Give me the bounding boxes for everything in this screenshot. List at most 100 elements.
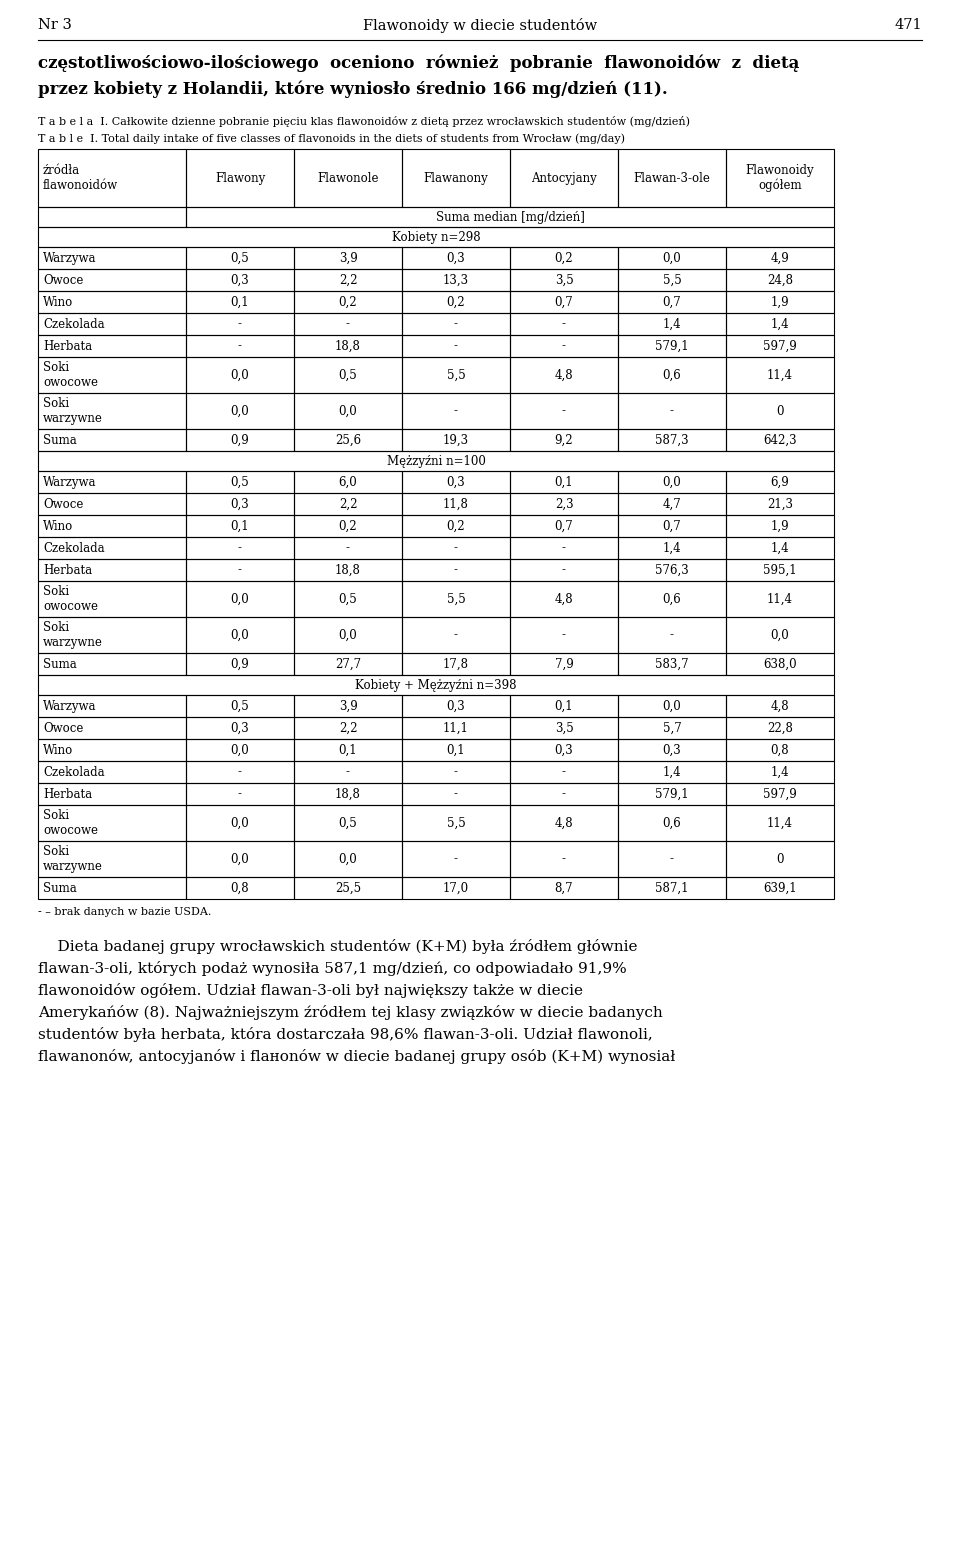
Text: Suma: Suma (43, 658, 77, 670)
Text: 3,9: 3,9 (339, 700, 357, 712)
Text: 3,9: 3,9 (339, 251, 357, 265)
Text: 0: 0 (777, 853, 783, 865)
Text: 0,1: 0,1 (555, 475, 573, 488)
Text: -: - (670, 404, 674, 418)
Text: -: - (454, 628, 458, 641)
Text: Flawony: Flawony (215, 171, 265, 184)
Text: 0,3: 0,3 (446, 475, 466, 488)
Text: flawan-3-oli, których podaż wynosiła 587,1 mg/dzień, co odpowiadało 91,9%: flawan-3-oli, których podaż wynosiła 587… (38, 960, 627, 976)
Text: źródła
flawonoidów: źródła flawonoidów (43, 164, 118, 192)
Text: 0,0: 0,0 (339, 628, 357, 641)
Text: -: - (562, 340, 566, 352)
Text: 0,3: 0,3 (446, 700, 466, 712)
Text: 0,0: 0,0 (230, 817, 250, 829)
Text: 0,9: 0,9 (230, 658, 250, 670)
Text: 0,3: 0,3 (230, 497, 250, 510)
Text: -: - (562, 765, 566, 778)
Text: 595,1: 595,1 (763, 563, 797, 577)
Text: 1,4: 1,4 (771, 318, 789, 331)
Text: -: - (238, 787, 242, 800)
Text: 0,2: 0,2 (555, 251, 573, 265)
Text: 471: 471 (895, 19, 922, 33)
Text: -: - (238, 563, 242, 577)
Text: 576,3: 576,3 (655, 563, 689, 577)
Text: 0,0: 0,0 (230, 592, 250, 605)
Text: -: - (454, 340, 458, 352)
Text: -: - (454, 404, 458, 418)
Text: flawanonów, antocyjanów i flaнonów w diecie badanej grupy osób (K+M) wynosiał: flawanonów, antocyjanów i flaнonów w die… (38, 1049, 675, 1063)
Text: 24,8: 24,8 (767, 273, 793, 287)
Text: 5,7: 5,7 (662, 722, 682, 734)
Text: Flawan-3-ole: Flawan-3-ole (634, 171, 710, 184)
Text: 0,7: 0,7 (662, 519, 682, 533)
Text: Mężzyźni n=100: Mężzyźni n=100 (387, 455, 486, 468)
Text: 0,2: 0,2 (339, 296, 357, 309)
Text: 579,1: 579,1 (655, 340, 689, 352)
Text: 1,9: 1,9 (771, 519, 789, 533)
Text: -: - (562, 404, 566, 418)
Text: Soki
warzywne: Soki warzywne (43, 620, 103, 649)
Text: 0,2: 0,2 (446, 296, 466, 309)
Text: 9,2: 9,2 (555, 433, 573, 446)
Text: -: - (238, 541, 242, 555)
Text: 642,3: 642,3 (763, 433, 797, 446)
Text: Czekolada: Czekolada (43, 541, 105, 555)
Text: Suma: Suma (43, 881, 77, 895)
Text: 0,6: 0,6 (662, 368, 682, 382)
Text: -: - (562, 563, 566, 577)
Text: Suma: Suma (43, 433, 77, 446)
Text: 0,0: 0,0 (662, 251, 682, 265)
Text: -: - (562, 853, 566, 865)
Text: 19,3: 19,3 (443, 433, 469, 446)
Text: -: - (670, 853, 674, 865)
Text: 21,3: 21,3 (767, 497, 793, 510)
Text: Herbata: Herbata (43, 340, 92, 352)
Text: Flawonoidy w diecie studentów: Flawonoidy w diecie studentów (363, 19, 597, 33)
Text: 18,8: 18,8 (335, 563, 361, 577)
Text: 7,9: 7,9 (555, 658, 573, 670)
Text: 0,1: 0,1 (555, 700, 573, 712)
Text: przez kobiety z Holandii, które wyniosło średnio 166 mg/dzień (11).: przez kobiety z Holandii, które wyniosło… (38, 80, 668, 98)
Text: 0,9: 0,9 (230, 433, 250, 446)
Text: -: - (454, 563, 458, 577)
Text: 0,0: 0,0 (230, 404, 250, 418)
Text: Warzywa: Warzywa (43, 475, 97, 488)
Text: 4,8: 4,8 (555, 368, 573, 382)
Text: 27,7: 27,7 (335, 658, 361, 670)
Text: 587,3: 587,3 (655, 433, 689, 446)
Text: 0,8: 0,8 (771, 744, 789, 756)
Text: Nr 3: Nr 3 (38, 19, 72, 33)
Text: Flawanony: Flawanony (423, 171, 489, 184)
Text: 0,0: 0,0 (230, 628, 250, 641)
Text: 25,5: 25,5 (335, 881, 361, 895)
Text: -: - (562, 787, 566, 800)
Text: 583,7: 583,7 (655, 658, 689, 670)
Text: 11,1: 11,1 (444, 722, 468, 734)
Text: Amerykańów (8). Najważniejszym źródłem tej klasy związków w diecie badanych: Amerykańów (8). Najważniejszym źródłem t… (38, 1006, 662, 1020)
Text: -: - (454, 787, 458, 800)
Text: 4,9: 4,9 (771, 251, 789, 265)
Text: 4,8: 4,8 (555, 592, 573, 605)
Text: Wino: Wino (43, 519, 73, 533)
Text: 0,7: 0,7 (555, 519, 573, 533)
Text: 1,4: 1,4 (662, 318, 682, 331)
Text: Flawonole: Flawonole (317, 171, 379, 184)
Text: Czekolada: Czekolada (43, 765, 105, 778)
Text: 597,9: 597,9 (763, 340, 797, 352)
Text: 597,9: 597,9 (763, 787, 797, 800)
Text: -: - (454, 541, 458, 555)
Text: 4,7: 4,7 (662, 497, 682, 510)
Text: 2,3: 2,3 (555, 497, 573, 510)
Text: 0,3: 0,3 (555, 744, 573, 756)
Text: - – brak danych w bazie USDA.: - – brak danych w bazie USDA. (38, 907, 211, 917)
Text: Wino: Wino (43, 296, 73, 309)
Text: 22,8: 22,8 (767, 722, 793, 734)
Text: -: - (454, 318, 458, 331)
Text: -: - (346, 541, 350, 555)
Text: 4,8: 4,8 (771, 700, 789, 712)
Text: 3,5: 3,5 (555, 273, 573, 287)
Text: 5,5: 5,5 (662, 273, 682, 287)
Text: 0,1: 0,1 (446, 744, 466, 756)
Text: studentów była herbata, która dostarczała 98,6% flawan-3-oli. Udział flawonoli,: studentów była herbata, która dostarczał… (38, 1027, 653, 1041)
Text: Soki
warzywne: Soki warzywne (43, 398, 103, 426)
